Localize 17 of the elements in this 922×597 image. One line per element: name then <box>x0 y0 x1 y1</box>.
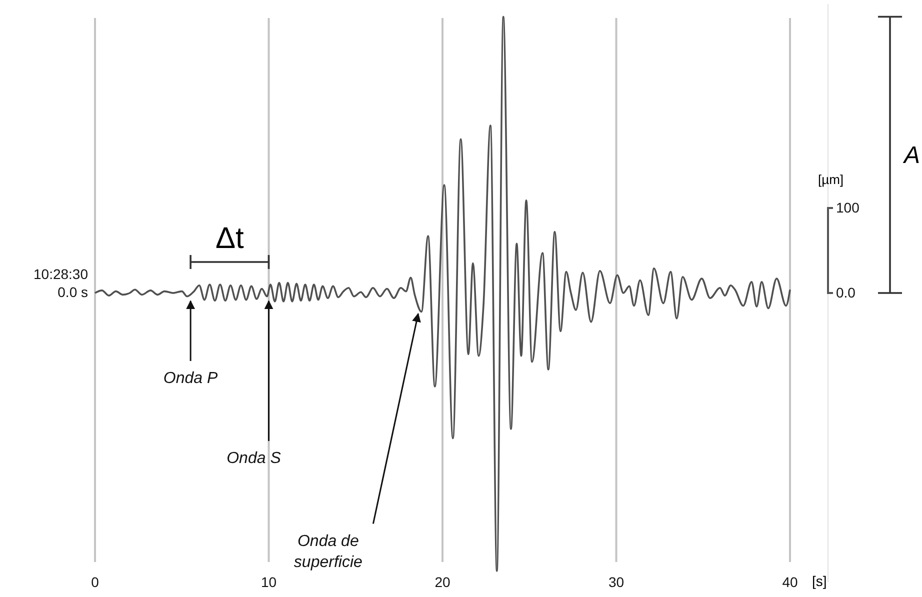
line-series <box>94 16 791 572</box>
y-axis-title: [µm] <box>818 172 844 187</box>
y-tick-label: 100 <box>836 199 860 216</box>
x-tick-label: 30 <box>608 574 624 590</box>
text: 10:28:30 <box>34 266 88 282</box>
x-axis-title: [s] <box>812 573 827 589</box>
x-tick-label: 10 <box>260 574 277 590</box>
y-tick-label: 0.0 <box>836 284 856 300</box>
x-tick-label: 20 <box>434 574 450 590</box>
x-tick-label: 0 <box>91 574 100 590</box>
text: A <box>902 142 920 169</box>
text: 0.0 s <box>58 284 88 300</box>
x-tick-label: 40 <box>782 574 798 590</box>
annotation: Onda S <box>226 450 282 467</box>
annotation: Δt <box>215 222 245 255</box>
annotation: Onda P <box>163 370 218 387</box>
annotation: Onda de superficie <box>294 532 363 571</box>
